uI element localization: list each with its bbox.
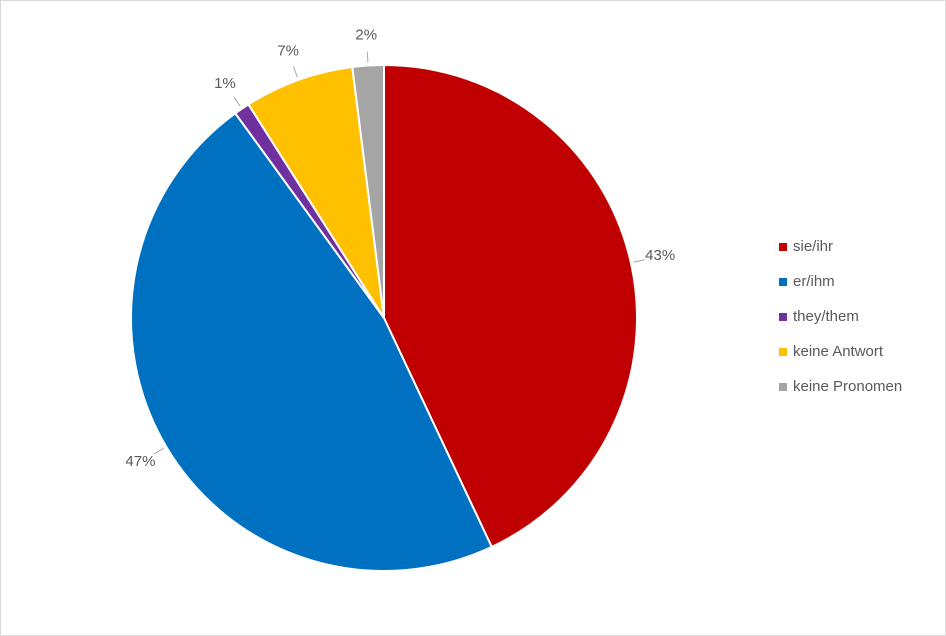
legend-label: keine Antwort xyxy=(793,343,884,360)
pie-slice xyxy=(351,63,385,319)
data-label: 47% xyxy=(125,453,155,470)
legend-marker xyxy=(779,383,787,391)
legend-label: er/ihm xyxy=(793,273,835,290)
legend-label: keine Pronomen xyxy=(793,378,902,395)
legend-marker xyxy=(779,348,787,356)
legend-label: they/them xyxy=(793,308,859,325)
legend-marker xyxy=(779,278,787,286)
data-label: 1% xyxy=(214,75,236,92)
pie-slice xyxy=(383,63,638,549)
leader-line xyxy=(633,259,645,263)
pie-slice xyxy=(247,65,385,319)
legend-label: sie/ihr xyxy=(793,238,833,255)
leader-line xyxy=(153,447,164,455)
leader-line xyxy=(366,51,369,63)
data-label: 2% xyxy=(355,27,377,44)
leader-line xyxy=(293,66,298,78)
legend-marker xyxy=(779,243,787,251)
leader-line xyxy=(233,96,241,107)
data-label: 43% xyxy=(645,247,675,264)
pie-slice xyxy=(130,111,494,572)
legend-marker xyxy=(779,313,787,321)
data-label: 7% xyxy=(277,43,299,60)
